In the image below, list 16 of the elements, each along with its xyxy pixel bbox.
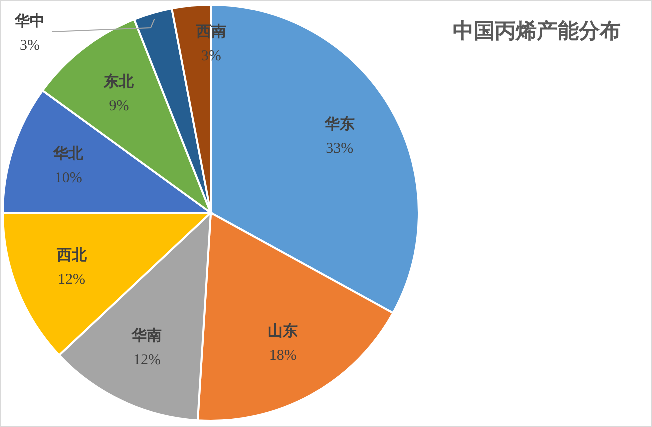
slice-label: 华中 — [14, 13, 45, 30]
data-label: 10% — [54, 170, 82, 187]
slice-label: 华东 — [324, 114, 355, 133]
data-label: 12% — [133, 352, 161, 369]
slice-label: 东北 — [103, 72, 136, 91]
slice-label: 华北 — [52, 146, 85, 163]
data-label: 18% — [269, 348, 297, 364]
data-label: 33% — [326, 140, 354, 157]
data-label: 3% — [201, 48, 222, 65]
data-label: 3% — [20, 38, 40, 54]
data-label: 9% — [109, 98, 130, 115]
data-label: 12% — [58, 272, 86, 288]
slice-label: 西北 — [56, 247, 88, 264]
text: 中国丙烯产能分布 — [453, 19, 621, 43]
slice-label: 华南 — [131, 328, 162, 345]
slice-label: 山东 — [268, 322, 298, 340]
